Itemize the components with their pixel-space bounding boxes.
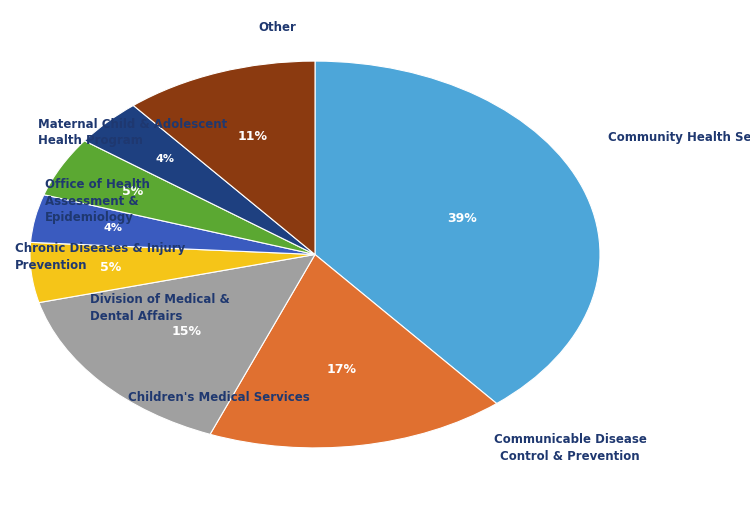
Text: Children's Medical Services: Children's Medical Services xyxy=(128,390,309,404)
Wedge shape xyxy=(210,254,496,448)
Text: 4%: 4% xyxy=(104,223,123,234)
Text: Division of Medical &
Dental Affairs: Division of Medical & Dental Affairs xyxy=(90,293,230,323)
Text: Other: Other xyxy=(259,21,296,35)
Text: Chronic Diseases & Injury
Prevention: Chronic Diseases & Injury Prevention xyxy=(15,242,185,272)
Wedge shape xyxy=(30,242,315,303)
Wedge shape xyxy=(39,254,315,434)
Wedge shape xyxy=(134,61,315,254)
Wedge shape xyxy=(315,61,600,404)
Text: Office of Health
Assessment &
Epidemiology: Office of Health Assessment & Epidemiolo… xyxy=(45,178,150,224)
Text: Communicable Disease
Control & Prevention: Communicable Disease Control & Preventio… xyxy=(494,433,646,463)
Text: Maternal Child & Adolescent
Health Program: Maternal Child & Adolescent Health Progr… xyxy=(38,118,226,147)
Text: 11%: 11% xyxy=(237,130,267,143)
Text: 4%: 4% xyxy=(156,154,175,164)
Wedge shape xyxy=(31,195,315,254)
Text: 15%: 15% xyxy=(172,325,202,338)
Text: Community Health Services: Community Health Services xyxy=(608,131,750,144)
Wedge shape xyxy=(85,105,315,255)
Text: 5%: 5% xyxy=(122,185,142,198)
Text: 5%: 5% xyxy=(100,261,122,274)
Text: 39%: 39% xyxy=(448,212,477,225)
Text: 17%: 17% xyxy=(327,362,357,376)
Wedge shape xyxy=(44,141,315,254)
